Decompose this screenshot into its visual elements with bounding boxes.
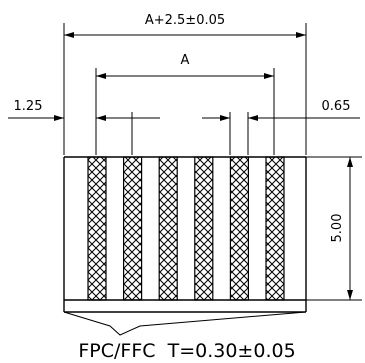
conductor-width-label: 0.65 [322,99,351,114]
pitch-span-dimension: A [95,53,275,155]
conductor-strip [265,156,285,301]
caption: FPC/FFC T=0.30±0.05 [78,340,295,362]
height-label: 5.00 [330,214,345,243]
conductor-strip [158,156,178,301]
pitch-span-label: A [181,53,190,68]
overall-width-dimension: A+2.5±0.05 [63,13,307,155]
conductor-strip [194,156,214,301]
thickness-leader [63,311,307,336]
conductor-group [87,156,285,301]
conductor-strip [122,156,143,301]
left-margin-label: 1.25 [14,99,43,114]
conductor-strip [229,156,249,301]
conductor-width-dimension: 0.65 [202,99,360,155]
height-dimension: 5.00 [306,156,362,301]
overall-width-label: A+2.5±0.05 [145,13,225,28]
left-margin-dimension: 1.25 [8,99,160,155]
conductor-strip [87,156,107,301]
